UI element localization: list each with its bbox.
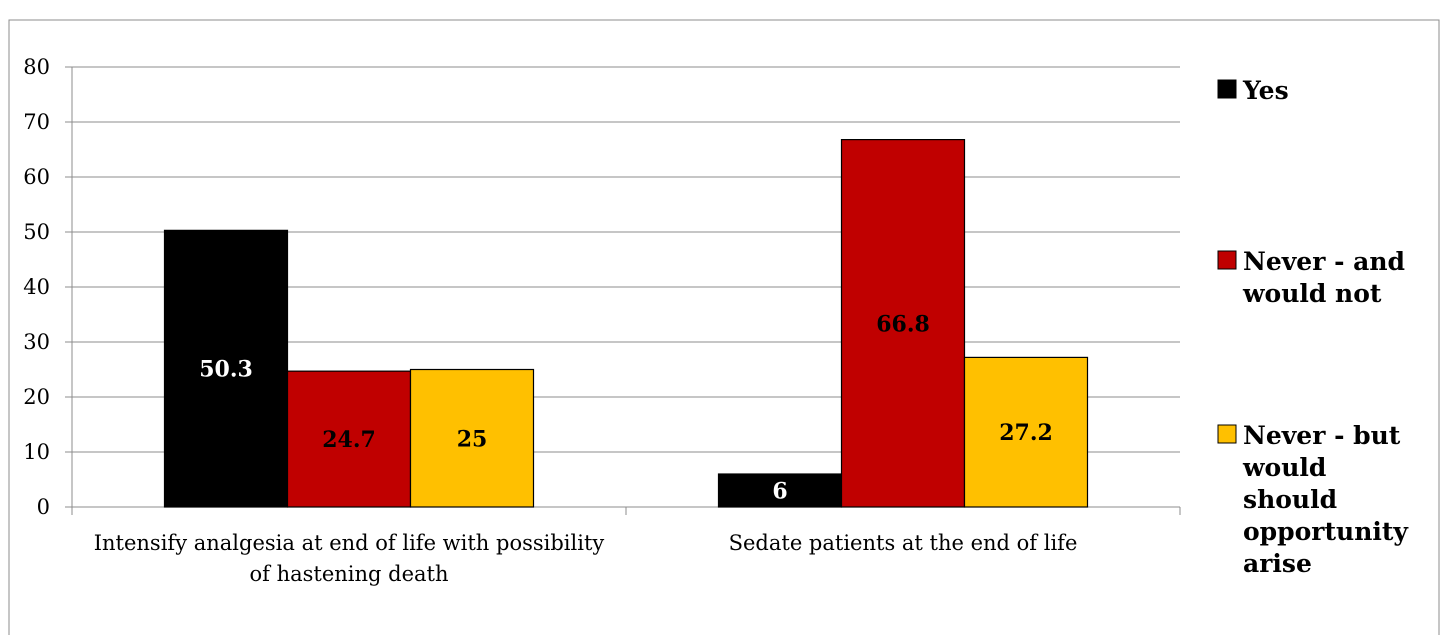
legend-label: Never - and (1243, 247, 1405, 276)
bar (409, 368, 535, 508)
x-tick-label: Sedate patients at the end of life (729, 531, 1078, 555)
data-label: 66.8 (876, 311, 930, 337)
x-tick-label: of hastening death (249, 562, 448, 586)
legend-swatch (1217, 424, 1237, 444)
data-label: 25 (457, 426, 488, 452)
y-tick-label: 60 (23, 165, 50, 189)
x-tick-label: Intensify analgesia at end of life with … (94, 531, 605, 555)
legend-swatch (1217, 250, 1237, 270)
data-label: 50.3 (199, 357, 253, 383)
chart-border (8, 19, 1440, 640)
y-tick-label: 80 (23, 55, 50, 79)
y-tick-label: 70 (23, 110, 50, 134)
y-tick-label: 40 (23, 275, 50, 299)
legend-label: would (1242, 453, 1326, 482)
bar (163, 229, 289, 508)
legend-label: opportunity (1243, 517, 1409, 546)
y-tick-label: 0 (37, 495, 50, 519)
y-tick-label: 50 (23, 220, 50, 244)
y-tick-label: 20 (23, 385, 50, 409)
y-tick-label: 10 (23, 440, 50, 464)
bar (963, 356, 1089, 508)
legend-label: Yes (1242, 76, 1289, 105)
legend-swatch (1217, 79, 1237, 99)
legend-label: should (1243, 485, 1337, 514)
bar (840, 139, 966, 508)
legend-label: would not (1242, 279, 1382, 308)
bar (717, 473, 843, 508)
legend-label: Never - but (1243, 421, 1401, 450)
data-label: 6 (772, 479, 787, 505)
y-tick-label: 30 (23, 330, 50, 354)
data-label: 27.2 (999, 420, 1053, 446)
data-label: 24.7 (322, 427, 376, 453)
legend-label: arise (1243, 549, 1312, 578)
bar (286, 370, 412, 508)
